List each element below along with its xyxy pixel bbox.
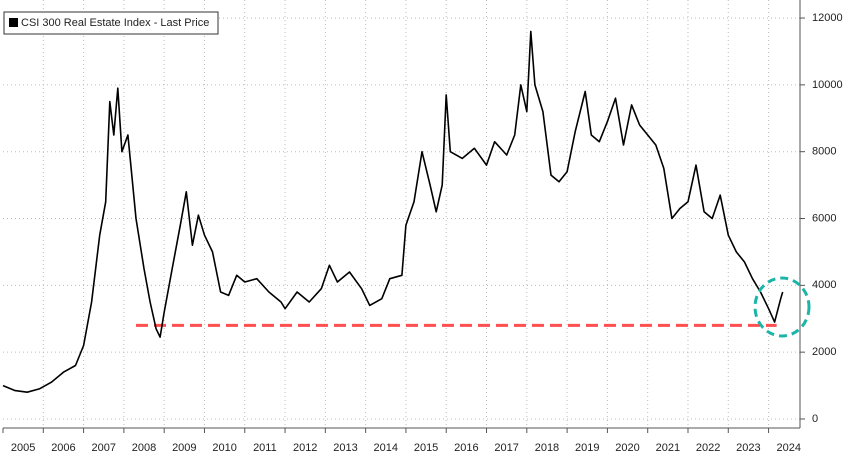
y-tick-label: 6000: [812, 212, 836, 224]
x-tick-label: 2018: [535, 442, 559, 454]
x-tick-label: 2007: [91, 442, 115, 454]
x-tick-label: 2020: [615, 442, 639, 454]
x-tick-label: 2013: [333, 442, 357, 454]
x-tick-label: 2014: [374, 442, 398, 454]
x-tick-label: 2010: [212, 442, 236, 454]
x-tick-label: 2021: [656, 442, 680, 454]
x-tick-label: 2009: [172, 442, 196, 454]
legend-box: [3, 11, 219, 35]
x-tick-label: 2015: [414, 442, 438, 454]
x-tick-label: 2005: [11, 442, 35, 454]
x-tick-label: 2006: [51, 442, 75, 454]
legend-label: CSI 300 Real Estate Index - Last Price: [21, 17, 209, 29]
x-tick-label: 2008: [132, 442, 156, 454]
y-tick-label: 12000: [812, 12, 843, 24]
y-tick-label: 4000: [812, 279, 836, 291]
x-tick-label: 2024: [776, 442, 800, 454]
x-tick-label: 2012: [293, 442, 317, 454]
price-line: [2, 30, 784, 393]
x-tick-label: 2022: [696, 442, 720, 454]
x-tick-label: 2017: [494, 442, 518, 454]
x-tick-label: 2019: [575, 442, 599, 454]
legend-swatch: [9, 18, 18, 27]
x-tick-label: 2016: [454, 442, 478, 454]
highlight-circle: [753, 276, 811, 338]
y-tick-label: 8000: [812, 146, 836, 158]
y-tick-label: 0: [812, 413, 818, 425]
y-tick-label: 2000: [812, 346, 836, 358]
x-tick-label: 2023: [736, 442, 760, 454]
x-tick-label: 2011: [253, 442, 277, 454]
y-tick-label: 10000: [812, 79, 843, 91]
